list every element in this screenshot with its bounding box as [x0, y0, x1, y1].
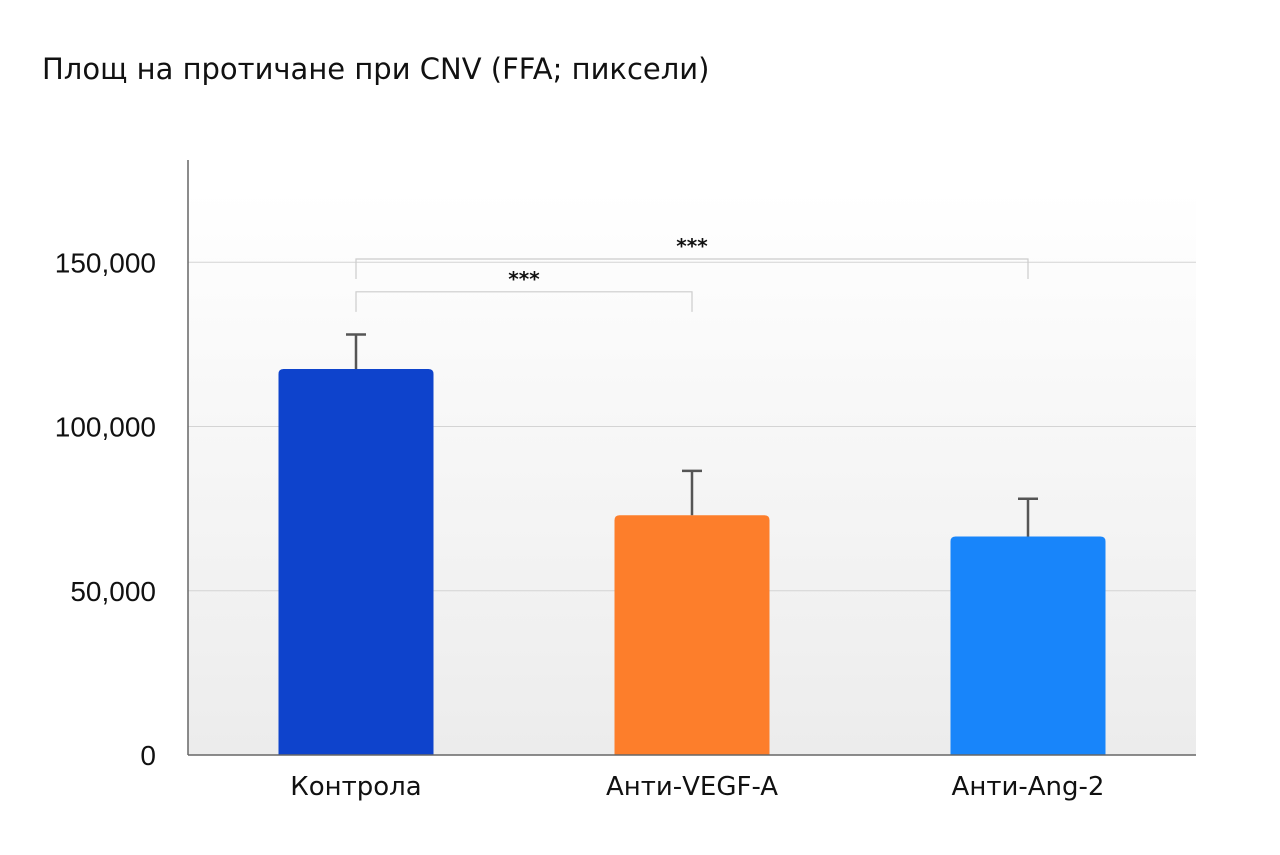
y-tick-label: 50,000: [70, 576, 156, 607]
significance-brackets: *** ***: [355, 234, 1029, 312]
y-tick-label: 0: [140, 740, 156, 771]
significance-bracket: [355, 258, 1029, 279]
bar: [278, 369, 434, 755]
x-category-label: Анти-VEGF-A: [606, 772, 778, 802]
y-tick-label: 100,000: [55, 412, 156, 443]
y-tick-labels: 0 50,000 100,000 150,000: [55, 247, 156, 771]
bars: [278, 369, 1106, 755]
x-category-labels: Контрола Анти-VEGF-A Анти-Ang-2: [290, 772, 1104, 802]
chart-title: Площ на протичане при CNV (FFA; пиксели): [42, 52, 709, 86]
y-tick-label: 150,000: [55, 247, 156, 278]
error-bars: [346, 333, 1038, 537]
significance-bracket: [355, 291, 693, 312]
significance-label: ***: [676, 234, 708, 258]
significance-label: ***: [508, 267, 540, 291]
x-category-label: Анти-Ang-2: [952, 772, 1105, 802]
bar: [950, 536, 1106, 755]
bar: [614, 515, 770, 755]
x-category-label: Контрола: [290, 772, 421, 802]
